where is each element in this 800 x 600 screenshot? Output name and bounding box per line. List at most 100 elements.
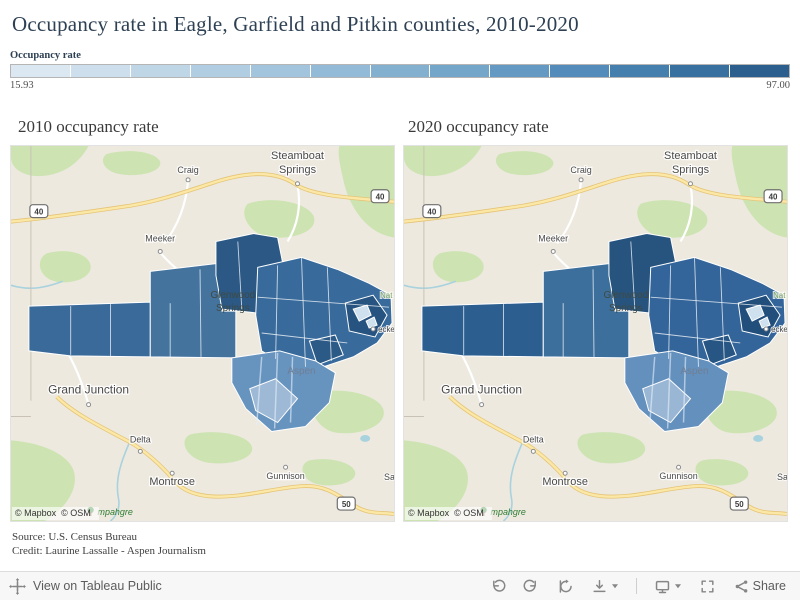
redo-button[interactable] — [523, 578, 540, 595]
forest-area — [184, 432, 253, 464]
city-dot — [370, 326, 376, 332]
tract-border — [668, 265, 672, 359]
legend-max-value: 97.00 — [766, 80, 790, 91]
tract-pitkin-light[interactable] — [249, 378, 299, 424]
svg-text:ecke: ecke — [771, 325, 787, 334]
map-2020[interactable]: 40 40 50 Craig Steamboat Springs Meeker Glenwoo… — [403, 145, 788, 522]
chevron-down-icon — [611, 584, 618, 589]
svg-text:Delta: Delta — [130, 434, 151, 444]
svg-text:Glenwood: Glenwood — [210, 290, 255, 301]
tract-eagle-light-2[interactable] — [365, 316, 378, 329]
tract-eagle-light[interactable] — [745, 304, 765, 322]
edge-label: ecke — [763, 324, 787, 335]
map-2010[interactable]: 40 40 50 Craig Steamboat Springs Meeker Glenwoo… — [10, 145, 395, 522]
svg-text:40: 40 — [427, 208, 436, 217]
svg-text:Montrose: Montrose — [149, 476, 195, 488]
legend-color-step — [430, 65, 491, 77]
tract-border — [257, 296, 390, 308]
svg-text:Aspen: Aspen — [287, 366, 315, 377]
tract-border — [682, 356, 687, 423]
view-on-tableau-public-link[interactable]: View on Tableau Public — [33, 579, 162, 593]
city-label: Delta — [129, 433, 152, 454]
reset-button[interactable] — [557, 578, 574, 595]
forest-area — [637, 200, 708, 238]
choropleth-marks — [421, 233, 786, 433]
legend-color-step — [130, 65, 191, 77]
city-label: Meeker — [144, 232, 176, 254]
map-2010-canvas[interactable]: 40 40 50 Craig Steamboat Springs Meeker Glenwoo… — [11, 146, 394, 521]
download-icon — [593, 579, 606, 592]
svg-text:Nat: Nat — [773, 291, 786, 300]
osm-attribution-link[interactable]: © OSM — [454, 508, 484, 518]
undo-button[interactable] — [489, 578, 506, 595]
svg-text:Montrose: Montrose — [542, 476, 588, 488]
monitor-icon — [655, 580, 669, 593]
edge-label: Sa — [383, 471, 394, 483]
tract-border — [326, 267, 332, 361]
tract-pitkin-light[interactable] — [642, 378, 692, 424]
tract-eagle-light-2[interactable] — [758, 316, 771, 329]
river — [404, 280, 457, 289]
city-dot — [185, 177, 191, 183]
road — [679, 185, 694, 243]
city-dot — [676, 464, 682, 470]
tract-border — [301, 257, 306, 367]
svg-text:Springs: Springs — [609, 303, 643, 314]
city-dot — [530, 448, 536, 454]
city-label: Glenwood Springs — [603, 290, 648, 314]
tract-border — [666, 352, 672, 429]
tract-garfield-west[interactable] — [421, 301, 544, 358]
tableau-logo-icon[interactable] — [9, 577, 26, 595]
svg-text:40: 40 — [34, 208, 43, 217]
river — [502, 440, 525, 521]
map-2020-canvas[interactable]: 40 40 50 Craig Steamboat Springs Meeker Glenwoo… — [404, 146, 787, 521]
city-dot — [157, 248, 163, 254]
svg-text:Grand Junction: Grand Junction — [441, 383, 522, 397]
map-title-2020: 2020 occupancy rate — [408, 117, 549, 136]
route-shield-40: 40 — [422, 204, 442, 219]
legend-color-step — [370, 65, 431, 77]
legend-color-step — [730, 65, 789, 77]
forest-area — [302, 459, 356, 486]
route-shield-50: 50 — [336, 496, 356, 511]
city-label: Grand Junction — [440, 381, 523, 408]
device-preview-button[interactable] — [654, 578, 682, 595]
legend-color-step — [670, 65, 731, 77]
legend-gradient-bar — [10, 64, 790, 78]
fullscreen-button[interactable] — [699, 578, 716, 595]
tract-eagle-dark-2[interactable] — [308, 334, 344, 366]
tract-border — [654, 332, 741, 344]
city-dot — [283, 464, 289, 470]
route-shield-40: 40 — [370, 189, 390, 204]
mapbox-attribution-link[interactable]: © Mapbox — [15, 508, 57, 518]
svg-text:Sa: Sa — [777, 472, 787, 482]
tract-eagle-light[interactable] — [352, 304, 372, 322]
legend-min-value: 15.93 — [10, 80, 34, 91]
download-button[interactable] — [591, 578, 619, 595]
city-dot — [169, 470, 175, 476]
svg-text:40: 40 — [769, 193, 778, 202]
forest-area — [577, 432, 646, 464]
tract-eagle-dark-2[interactable] — [701, 334, 737, 366]
forest-area — [11, 440, 75, 521]
city-label: Meeker — [537, 232, 569, 254]
tract-border — [630, 241, 636, 310]
tract-border — [275, 265, 279, 359]
mapbox-attribution-link[interactable]: © Mapbox — [408, 508, 450, 518]
legend-color-step — [490, 65, 551, 77]
color-legend: Occupancy rate 15.93 97.00 — [10, 50, 790, 91]
tract-eagle-east[interactable] — [255, 256, 393, 370]
share-button[interactable]: Share — [733, 578, 786, 595]
svg-text:Nat: Nat — [380, 291, 393, 300]
osm-attribution-link[interactable]: © OSM — [61, 508, 91, 518]
city-dot — [295, 181, 300, 187]
city-label: Delta — [522, 433, 545, 454]
tract-garfield-west[interactable] — [28, 301, 151, 358]
share-label: Share — [752, 579, 786, 593]
svg-text:Delta: Delta — [523, 434, 544, 444]
tract-border — [648, 356, 656, 425]
map-title-2010: 2010 occupancy rate — [18, 117, 159, 136]
city-dot — [578, 177, 584, 183]
tract-eagle-east[interactable] — [648, 256, 786, 370]
share-icon — [735, 579, 747, 593]
